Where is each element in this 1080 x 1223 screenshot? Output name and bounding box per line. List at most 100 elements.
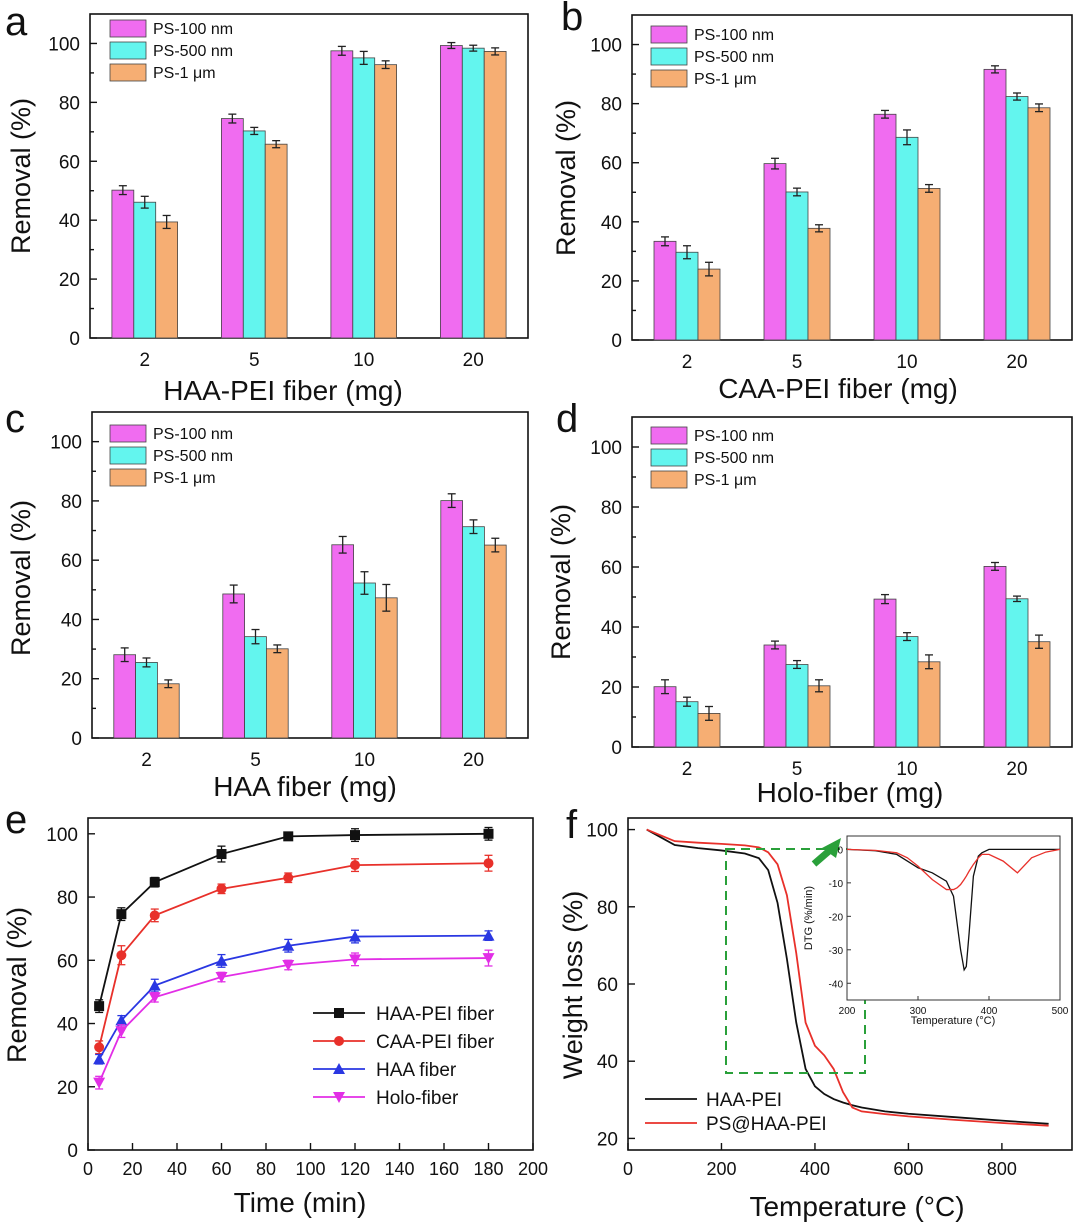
bar bbox=[483, 51, 507, 339]
y-tick-label: 0 bbox=[69, 329, 80, 350]
y-tick-label: 40 bbox=[601, 618, 622, 639]
y-tick-label: 60 bbox=[61, 551, 82, 572]
bar bbox=[374, 597, 398, 739]
bar bbox=[331, 544, 354, 739]
tick-layer: 0 200 400 600 800 20 40 60 80 100 bbox=[586, 821, 1017, 1179]
y-tick-label: 100 bbox=[46, 825, 78, 846]
bar bbox=[222, 593, 246, 739]
bar bbox=[917, 661, 941, 748]
marker-square bbox=[483, 828, 494, 839]
x-tick-label: 2 bbox=[682, 759, 693, 780]
legend-swatch bbox=[109, 468, 147, 487]
bar bbox=[462, 526, 485, 739]
y-tick-label: 60 bbox=[57, 951, 78, 972]
bar bbox=[653, 686, 677, 748]
bars-layer bbox=[653, 561, 1051, 748]
y-tick-label: 80 bbox=[59, 93, 80, 114]
y-tick-label: 20 bbox=[601, 678, 622, 699]
legend-label: PS-100 nm bbox=[694, 27, 774, 44]
y-tick-label: 100 bbox=[50, 433, 82, 454]
bars-layer bbox=[111, 41, 507, 339]
y-tick-label: 20 bbox=[59, 270, 80, 291]
tick-layer: 0 20 40 60 80 100 120 140 160 180 200 0 20 40 60 80 100 bbox=[46, 825, 548, 1179]
bar bbox=[135, 662, 158, 739]
bar bbox=[1027, 107, 1051, 341]
legend-swatch bbox=[109, 19, 147, 38]
legend: HAA-PEI PS@HAA-PEI bbox=[645, 1090, 827, 1135]
x-axis-label: HAA-PEI fiber (mg) bbox=[163, 375, 403, 406]
marker-triangle-down bbox=[349, 954, 361, 966]
y-tick-label: 80 bbox=[57, 888, 78, 909]
panel-label-c: c bbox=[5, 397, 25, 441]
inset-y-tick-label: -30 bbox=[829, 946, 844, 957]
legend-label: CAA-PEI fiber bbox=[376, 1032, 495, 1053]
x-tick-label: 10 bbox=[354, 750, 375, 771]
panel-label-f: f bbox=[566, 803, 578, 847]
bar bbox=[895, 636, 919, 748]
x-axis-label: Time (min) bbox=[234, 1187, 367, 1218]
marker-square bbox=[283, 831, 294, 842]
legend-label: HAA-PEI fiber bbox=[376, 1004, 495, 1025]
y-tick-label: 20 bbox=[61, 670, 82, 691]
inset-y-axis-label: DTG (%/min) bbox=[803, 886, 815, 950]
bar bbox=[763, 644, 787, 748]
x-tick-label: 180 bbox=[473, 1159, 503, 1179]
y-tick-label: 40 bbox=[57, 1015, 78, 1036]
marker-circle bbox=[283, 872, 294, 883]
inset-x-tick-label: 500 bbox=[1052, 1006, 1069, 1017]
tick-layer: 0 20 40 60 80 100 2 5 10 20 bbox=[590, 36, 1027, 373]
marker-triangle-down bbox=[282, 960, 295, 972]
bar bbox=[697, 268, 721, 341]
marker-square bbox=[350, 830, 360, 841]
y-tick-label: 80 bbox=[601, 498, 622, 519]
bar bbox=[353, 582, 376, 739]
marker-square bbox=[94, 1001, 105, 1012]
legend-label: PS-500 nm bbox=[153, 43, 233, 60]
x-tick-label: 200 bbox=[518, 1159, 548, 1179]
marker-triangle-up bbox=[115, 1014, 128, 1026]
x-tick-label: 140 bbox=[384, 1159, 414, 1179]
bar bbox=[1005, 96, 1029, 341]
x-tick-label: 400 bbox=[800, 1159, 830, 1179]
legend: PS-100 nm PS-500 nm PS-1 μm bbox=[109, 424, 233, 487]
x-tick-label: 5 bbox=[792, 352, 803, 373]
bar bbox=[265, 648, 289, 739]
marker-triangle-down bbox=[482, 953, 495, 965]
x-tick-label: 160 bbox=[429, 1159, 459, 1179]
y-tick-label: 80 bbox=[601, 95, 622, 116]
bar bbox=[330, 50, 354, 339]
x-tick-label: 5 bbox=[792, 759, 803, 780]
marker-triangle-up bbox=[148, 979, 161, 991]
inset-series-line bbox=[846, 848, 1060, 972]
y-tick-label: 80 bbox=[61, 492, 82, 513]
bar bbox=[439, 45, 463, 339]
marker-triangle-down bbox=[93, 1077, 106, 1089]
plot-frame bbox=[89, 13, 529, 339]
marker-circle bbox=[483, 858, 494, 869]
y-tick-label: 20 bbox=[601, 272, 622, 293]
x-axis-label: Holo-fiber (mg) bbox=[757, 777, 944, 808]
panel-f: f 0 200 400 600 800 20 40 60 80 100 HAA-PEI PS@HAA… bbox=[558, 803, 1073, 1222]
bar bbox=[873, 113, 897, 341]
tick-layer: 0 20 40 60 80 100 2 5 10 20 bbox=[590, 438, 1027, 780]
bar bbox=[440, 500, 463, 739]
marker-triangle-down bbox=[115, 1026, 128, 1038]
legend-label: Holo-fiber bbox=[376, 1088, 459, 1109]
y-tick-label: 40 bbox=[59, 211, 80, 232]
legend-label: HAA fiber bbox=[376, 1060, 457, 1081]
inset-x-tick-label: 200 bbox=[839, 1006, 856, 1017]
inset-y-tick-label: -40 bbox=[829, 979, 844, 990]
y-tick-label: 40 bbox=[597, 1052, 618, 1073]
panel-label-b: b bbox=[561, 0, 583, 39]
marker-circle bbox=[149, 910, 160, 921]
bar bbox=[374, 64, 398, 339]
y-axis-label: Removal (%) bbox=[6, 500, 36, 656]
y-axis-label: Weight loss (%) bbox=[558, 891, 588, 1080]
inset-y-tick-label: 0 bbox=[837, 845, 843, 856]
inset-x-tick-label: 400 bbox=[981, 1006, 998, 1017]
bar bbox=[917, 188, 941, 341]
x-tick-label: 10 bbox=[353, 350, 374, 371]
legend-label: PS-100 nm bbox=[694, 428, 774, 445]
